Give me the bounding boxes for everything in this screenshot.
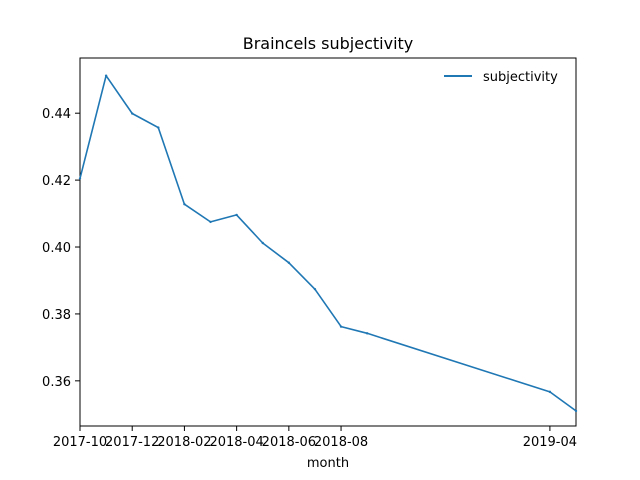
plot-frame <box>79 57 577 427</box>
data-point <box>104 74 108 77</box>
legend: subjectivity <box>444 70 558 85</box>
y-tick-label: 0.44 <box>42 107 71 122</box>
plot-area: 2017-102017-122018-022018-042018-062018-… <box>42 57 578 450</box>
data-point <box>548 390 552 394</box>
data-point <box>209 220 212 224</box>
data-point <box>365 332 369 335</box>
y-tick-label: 0.40 <box>42 241 71 256</box>
data-point <box>131 112 134 115</box>
data-point <box>183 202 186 206</box>
data-point <box>313 287 317 291</box>
data-point <box>339 325 343 328</box>
x-tick-label: 2017-12 <box>105 435 159 450</box>
chart-title: Braincels subjectivity <box>243 34 414 53</box>
x-tick-label: 2019-04 <box>523 435 577 450</box>
y-tick-label: 0.38 <box>42 308 71 323</box>
x-tick-label: 2018-06 <box>262 435 316 450</box>
x-tick-label: 2018-02 <box>157 435 211 450</box>
legend-label-subjectivity: subjectivity <box>483 70 558 85</box>
x-tick-label: 2018-04 <box>209 435 263 450</box>
data-point <box>287 261 291 264</box>
x-axis-label: month <box>307 456 349 471</box>
x-tick-label: 2018-08 <box>314 435 368 450</box>
x-tick-label: 2017-10 <box>53 435 107 450</box>
y-tick-label: 0.42 <box>42 174 71 189</box>
y-tick-label: 0.36 <box>42 375 71 390</box>
data-point <box>261 241 264 245</box>
data-point <box>78 177 82 180</box>
data-point <box>235 213 238 217</box>
data-point <box>574 409 578 413</box>
series-line-subjectivity <box>79 74 577 412</box>
data-point <box>157 126 160 129</box>
